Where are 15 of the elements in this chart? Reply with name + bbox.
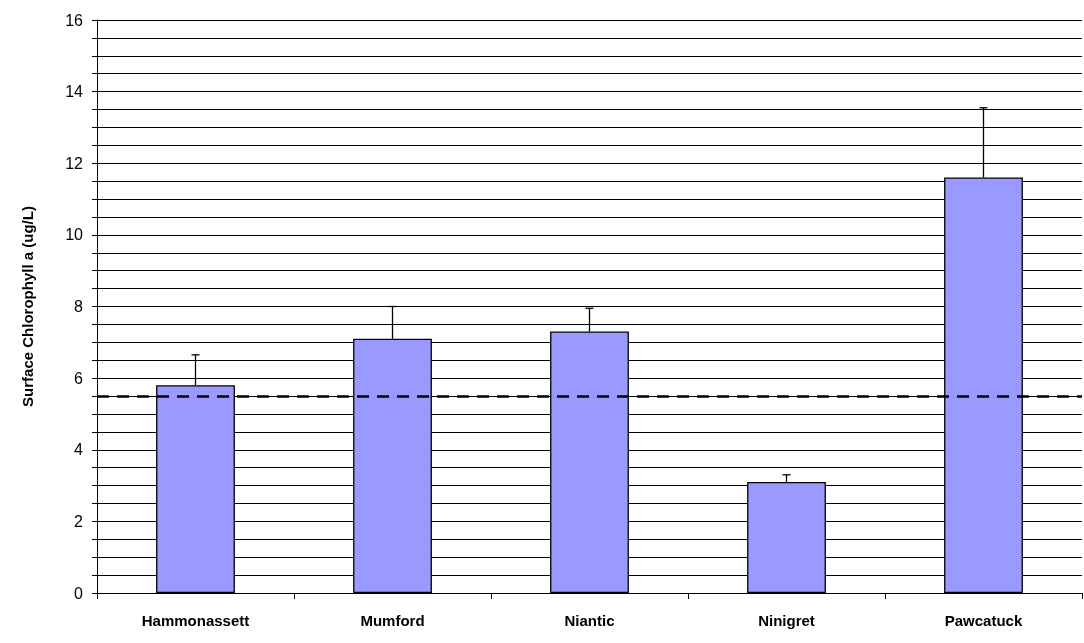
x-tick-label: Hammonassett xyxy=(141,612,250,629)
x-tick-label: Niantic xyxy=(564,612,615,629)
y-tick-label: 8 xyxy=(74,298,84,315)
y-axis-title: Surface Chlorophyll a (ug/L) xyxy=(19,206,36,407)
y-tick-label: 10 xyxy=(65,226,84,244)
y-tick-label: 16 xyxy=(65,11,84,29)
y-tick-label: 2 xyxy=(74,512,84,530)
y-tick-label: 12 xyxy=(65,154,84,172)
x-tick-label: Mumford xyxy=(360,612,425,629)
y-tick-label: 6 xyxy=(74,369,84,387)
y-tick-label: 0 xyxy=(74,584,84,602)
y-tick-label: 4 xyxy=(74,441,84,459)
x-tick-label: Pawcatuck xyxy=(944,612,1023,629)
y-tick-label: 14 xyxy=(65,83,84,101)
x-tick-label: Ninigret xyxy=(758,612,815,629)
